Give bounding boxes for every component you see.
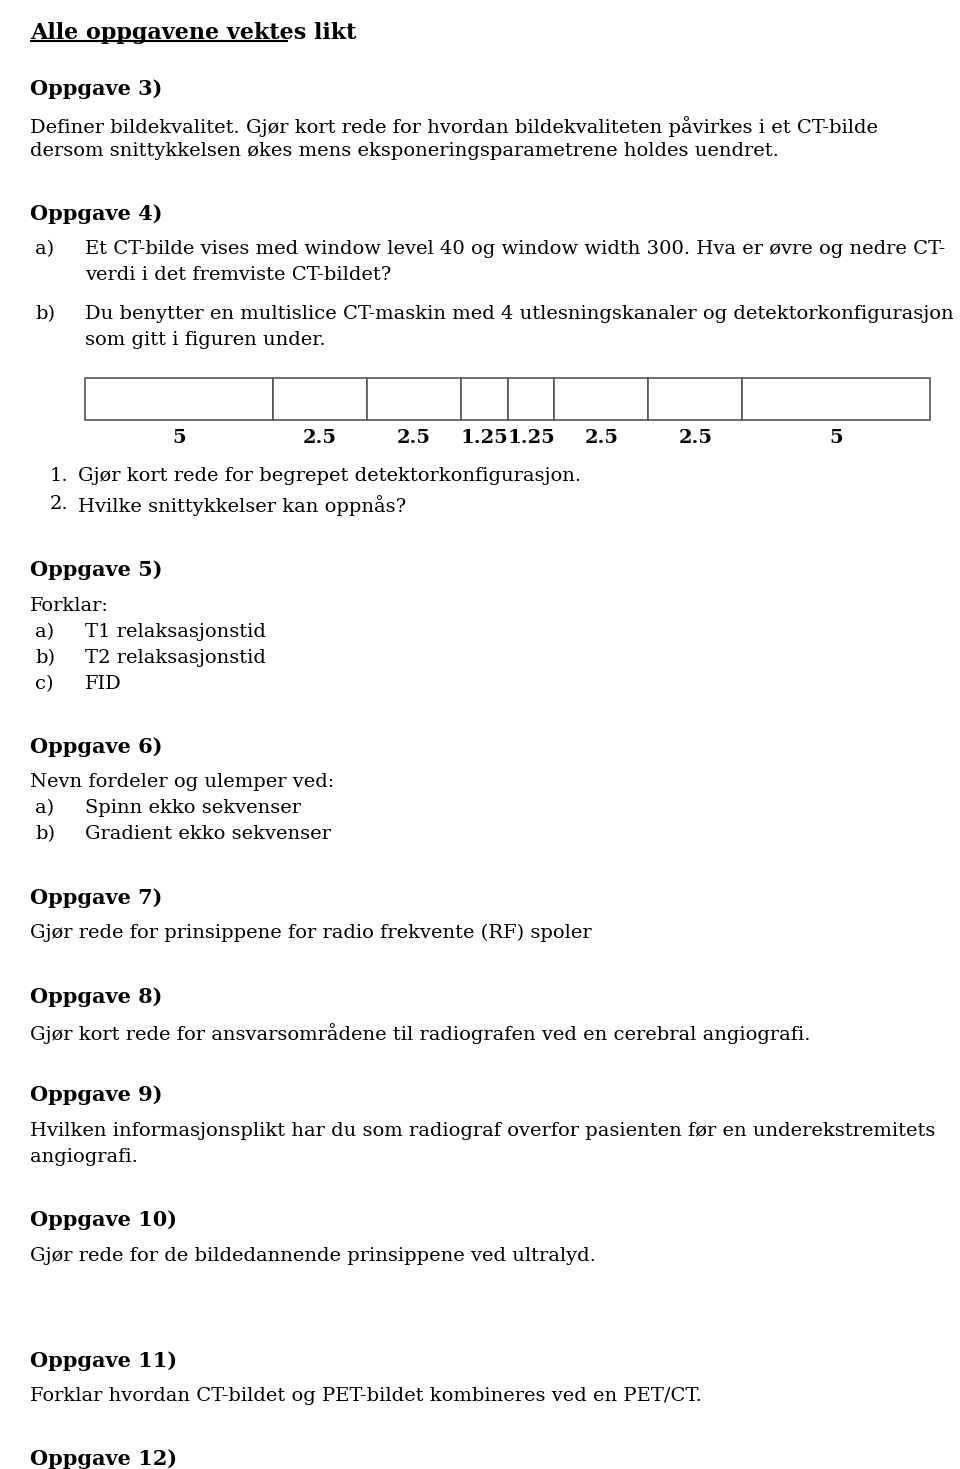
Text: a): a) bbox=[35, 623, 54, 640]
Text: c): c) bbox=[35, 674, 54, 692]
Text: 1.: 1. bbox=[50, 467, 68, 485]
Text: a): a) bbox=[35, 799, 54, 817]
Text: FID: FID bbox=[85, 674, 122, 692]
Text: Gjør rede for de bildedannende prinsippene ved ultralyd.: Gjør rede for de bildedannende prinsippe… bbox=[30, 1247, 596, 1265]
Text: dersom snittykkelsen økes mens eksponeringsparametrene holdes uendret.: dersom snittykkelsen økes mens eksponeri… bbox=[30, 141, 779, 160]
Text: Gradient ekko sekvenser: Gradient ekko sekvenser bbox=[85, 826, 331, 843]
Text: Oppgave 3): Oppgave 3) bbox=[30, 79, 162, 100]
Text: Oppgave 7): Oppgave 7) bbox=[30, 887, 162, 908]
Text: T2 relaksasjonstid: T2 relaksasjonstid bbox=[85, 649, 266, 667]
Text: Forklar:: Forklar: bbox=[30, 596, 108, 614]
Text: 2.5: 2.5 bbox=[585, 429, 618, 447]
Text: Gjør kort rede for begrepet detektorkonfigurasjon.: Gjør kort rede for begrepet detektorkonf… bbox=[78, 467, 581, 485]
Text: som gitt i figuren under.: som gitt i figuren under. bbox=[85, 332, 325, 350]
Text: Oppgave 6): Oppgave 6) bbox=[30, 737, 162, 757]
Text: 1.25: 1.25 bbox=[507, 429, 555, 447]
Text: T1 relaksasjonstid: T1 relaksasjonstid bbox=[85, 623, 266, 640]
Text: Oppgave 4): Oppgave 4) bbox=[30, 204, 162, 223]
Text: 1.25: 1.25 bbox=[460, 429, 508, 447]
Text: 5: 5 bbox=[829, 429, 843, 447]
Text: Forklar hvordan CT-bildet og PET-bildet kombineres ved en PET/CT.: Forklar hvordan CT-bildet og PET-bildet … bbox=[30, 1387, 702, 1404]
Text: Oppgave 10): Oppgave 10) bbox=[30, 1210, 177, 1230]
Bar bbox=[742, 378, 930, 420]
Bar bbox=[508, 378, 555, 420]
Text: Spinn ekko sekvenser: Spinn ekko sekvenser bbox=[85, 799, 301, 817]
Text: b): b) bbox=[35, 826, 55, 843]
Text: Oppgave 12): Oppgave 12) bbox=[30, 1450, 178, 1469]
Bar bbox=[555, 378, 648, 420]
Text: Oppgave 9): Oppgave 9) bbox=[30, 1086, 162, 1105]
Text: 2.: 2. bbox=[50, 495, 68, 513]
Bar bbox=[367, 378, 461, 420]
Text: 2.5: 2.5 bbox=[302, 429, 337, 447]
Text: b): b) bbox=[35, 649, 55, 667]
Text: a): a) bbox=[35, 241, 54, 259]
Bar bbox=[648, 378, 742, 420]
Text: 5: 5 bbox=[172, 429, 185, 447]
Text: 2.5: 2.5 bbox=[679, 429, 712, 447]
Bar bbox=[273, 378, 367, 420]
Text: Oppgave 5): Oppgave 5) bbox=[30, 560, 162, 580]
Text: Oppgave 11): Oppgave 11) bbox=[30, 1350, 178, 1371]
Text: 2.5: 2.5 bbox=[396, 429, 431, 447]
Text: Hvilke snittykkelser kan oppnås?: Hvilke snittykkelser kan oppnås? bbox=[78, 495, 406, 516]
Text: Hvilken informasjonsplikt har du som radiograf overfor pasienten før en undereks: Hvilken informasjonsplikt har du som rad… bbox=[30, 1122, 935, 1140]
Text: Du benytter en multislice CT-maskin med 4 utlesningskanaler og detektorkonfigura: Du benytter en multislice CT-maskin med … bbox=[85, 306, 953, 323]
Text: Et CT-bilde vises med window level 40 og window width 300. Hva er øvre og nedre : Et CT-bilde vises med window level 40 og… bbox=[85, 241, 946, 259]
Text: Definer bildekvalitet. Gjør kort rede for hvordan bildekvaliteten påvirkes i et : Definer bildekvalitet. Gjør kort rede fo… bbox=[30, 116, 878, 137]
Text: Nevn fordeler og ulemper ved:: Nevn fordeler og ulemper ved: bbox=[30, 773, 334, 792]
Bar bbox=[85, 378, 273, 420]
Bar bbox=[461, 378, 508, 420]
Text: Gjør rede for prinsippene for radio frekvente (RF) spoler: Gjør rede for prinsippene for radio frek… bbox=[30, 924, 591, 943]
Text: Alle oppgavene vektes likt: Alle oppgavene vektes likt bbox=[30, 22, 356, 44]
Text: angiografi.: angiografi. bbox=[30, 1147, 138, 1166]
Text: verdi i det fremviste CT-bildet?: verdi i det fremviste CT-bildet? bbox=[85, 266, 392, 285]
Text: Gjør kort rede for ansvarsområdene til radiografen ved en cerebral angiografi.: Gjør kort rede for ansvarsområdene til r… bbox=[30, 1022, 810, 1044]
Text: b): b) bbox=[35, 306, 55, 323]
Text: Oppgave 8): Oppgave 8) bbox=[30, 987, 162, 1006]
